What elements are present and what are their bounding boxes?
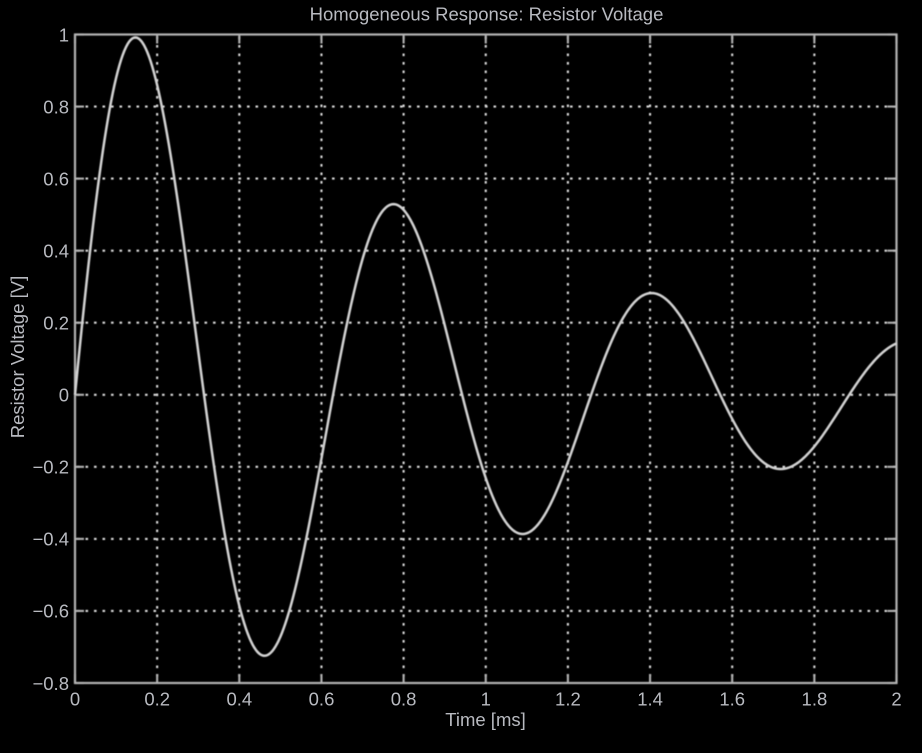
svg-text:1.4: 1.4 (637, 689, 663, 710)
svg-text:1.8: 1.8 (802, 689, 828, 710)
svg-text:1.2: 1.2 (555, 689, 581, 710)
svg-text:0: 0 (59, 385, 69, 406)
svg-text:0.8: 0.8 (391, 689, 417, 710)
svg-text:1: 1 (59, 24, 69, 45)
svg-text:0.6: 0.6 (309, 689, 335, 710)
svg-text:Homogeneous Response: Resistor: Homogeneous Response: Resistor Voltage (310, 4, 664, 25)
svg-text:0.4: 0.4 (43, 241, 69, 262)
svg-text:0.4: 0.4 (226, 689, 252, 710)
svg-text:0.8: 0.8 (43, 96, 69, 117)
svg-text:−0.2: −0.2 (32, 457, 69, 478)
svg-text:−0.6: −0.6 (32, 601, 69, 622)
svg-text:0: 0 (70, 689, 80, 710)
svg-text:0.2: 0.2 (43, 313, 69, 334)
svg-text:Time [ms]: Time [ms] (445, 709, 526, 730)
svg-text:Resistor Voltage [V]: Resistor Voltage [V] (7, 276, 28, 438)
svg-text:2: 2 (891, 689, 901, 710)
svg-text:1.6: 1.6 (719, 689, 745, 710)
svg-text:1: 1 (481, 689, 491, 710)
svg-text:−0.8: −0.8 (32, 673, 69, 694)
svg-text:0.6: 0.6 (43, 168, 69, 189)
svg-text:0.2: 0.2 (144, 689, 170, 710)
svg-text:−0.4: −0.4 (32, 529, 69, 550)
